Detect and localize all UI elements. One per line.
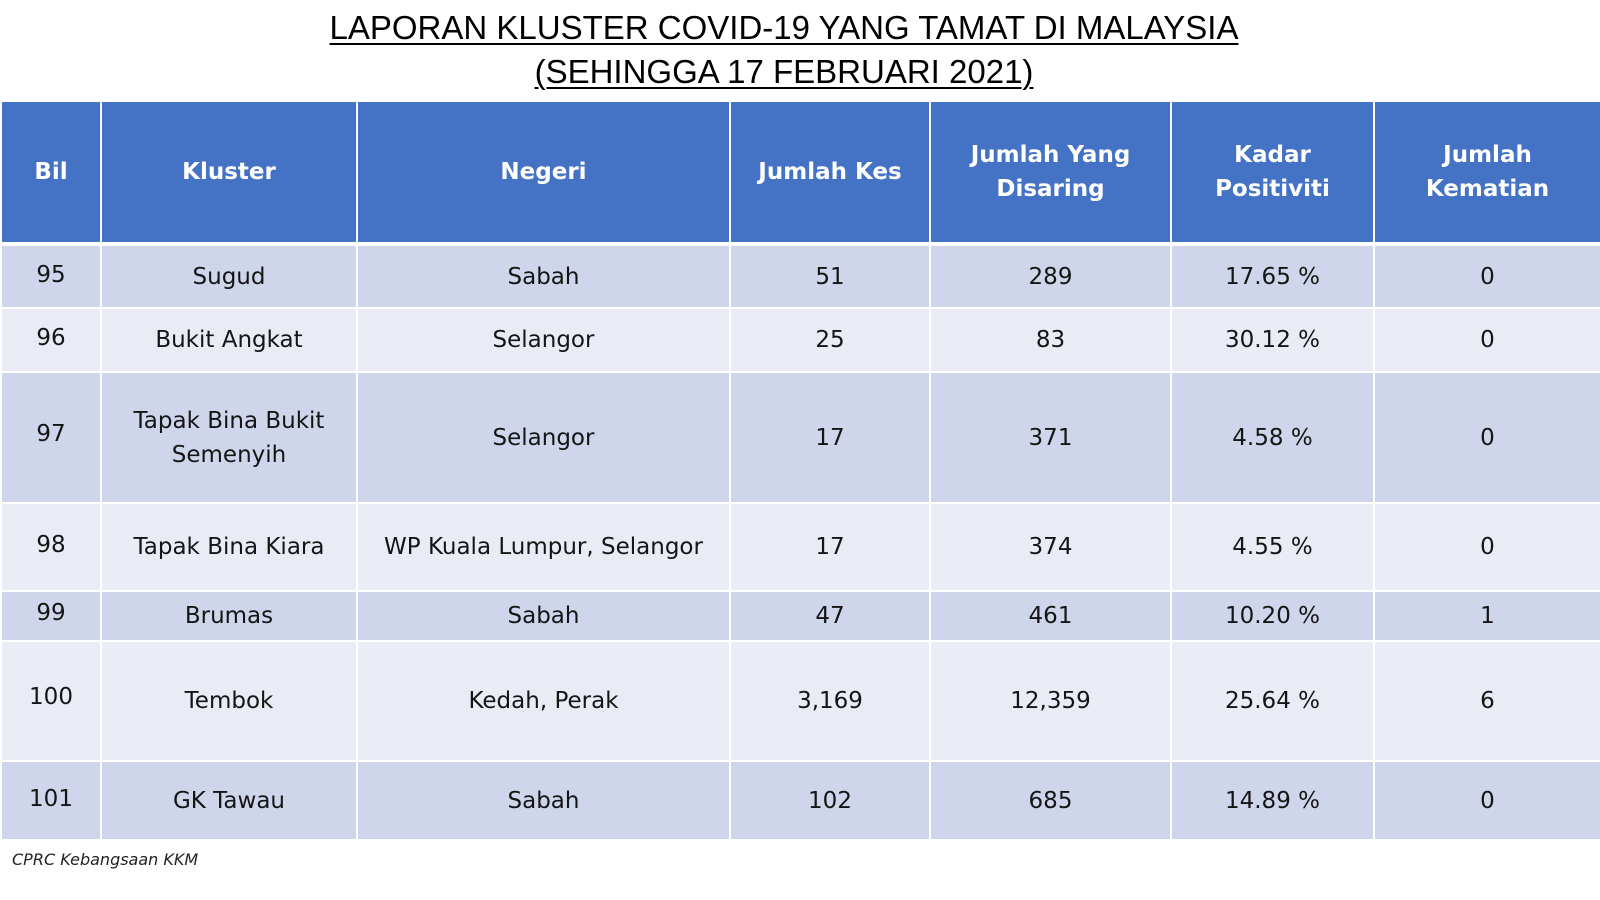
cell-kluster: Brumas: [100, 590, 358, 642]
cluster-report-table: Bil Kluster Negeri Jumlah Kes Jumlah Yan…: [0, 100, 1600, 841]
cell-kluster: Tapak Bina Kiara: [100, 502, 358, 592]
header-jumlah-disaring: Jumlah Yang Disaring: [929, 100, 1172, 245]
table-row: 99 Brumas Sabah 47 461 10.20 % 1: [0, 590, 1600, 642]
cell-bil: 98: [0, 502, 102, 592]
cell-kes: 3,169: [729, 640, 931, 762]
cell-positiviti: 30.12 %: [1170, 307, 1375, 373]
header-kadar-positiviti: Kadar Positiviti: [1170, 100, 1375, 245]
cell-kematian: 6: [1373, 640, 1600, 762]
title-text-2: (SEHINGGA 17 FEBRUARI 2021): [534, 53, 1034, 90]
cell-negeri: WP Kuala Lumpur, Selangor: [356, 502, 731, 592]
cell-bil: 101: [0, 760, 102, 841]
header-jumlah-kematian: Jumlah Kematian: [1373, 100, 1600, 245]
cell-kematian: 0: [1373, 371, 1600, 504]
table-row: 101 GK Tawau Sabah 102 685 14.89 % 0: [0, 760, 1600, 841]
cell-bil: 100: [0, 640, 102, 762]
cell-kematian: 0: [1373, 502, 1600, 592]
cell-kes: 17: [729, 502, 931, 592]
table-row: 95 Sugud Sabah 51 289 17.65 % 0: [0, 243, 1600, 309]
cell-bil: 95: [0, 243, 102, 309]
cell-kes: 51: [729, 243, 931, 309]
cell-bil: 99: [0, 590, 102, 642]
table-row: 97 Tapak Bina Bukit Semenyih Selangor 17…: [0, 371, 1600, 504]
cell-kluster: Tembok: [100, 640, 358, 762]
title-line-1: LAPORAN KLUSTER COVID-19 YANG TAMAT DI M…: [0, 6, 1568, 50]
bil-value: 97: [36, 421, 66, 447]
cell-kluster: Tapak Bina Bukit Semenyih: [100, 371, 358, 504]
cell-kematian: 0: [1373, 307, 1600, 373]
cell-negeri: Sabah: [356, 590, 731, 642]
bil-value: 95: [36, 262, 66, 288]
cell-kluster: Bukit Angkat: [100, 307, 358, 373]
cell-positiviti: 4.58 %: [1170, 371, 1375, 504]
cell-kematian: 0: [1373, 760, 1600, 841]
header-negeri: Negeri: [356, 100, 731, 245]
cell-kluster: GK Tawau: [100, 760, 358, 841]
bil-value: 101: [29, 786, 73, 812]
cell-kluster: Sugud: [100, 243, 358, 309]
table-row: 96 Bukit Angkat Selangor 25 83 30.12 % 0: [0, 307, 1600, 373]
cell-bil: 96: [0, 307, 102, 373]
cell-kes: 102: [729, 760, 931, 841]
cell-positiviti: 14.89 %: [1170, 760, 1375, 841]
bil-value: 99: [36, 600, 66, 626]
cell-disaring: 374: [929, 502, 1172, 592]
cell-bil: 97: [0, 371, 102, 504]
bil-value: 100: [29, 684, 73, 710]
page-title: LAPORAN KLUSTER COVID-19 YANG TAMAT DI M…: [0, 6, 1568, 94]
cell-disaring: 83: [929, 307, 1172, 373]
cell-positiviti: 17.65 %: [1170, 243, 1375, 309]
cell-disaring: 12,359: [929, 640, 1172, 762]
cell-negeri: Selangor: [356, 371, 731, 504]
cell-disaring: 461: [929, 590, 1172, 642]
cell-negeri: Sabah: [356, 243, 731, 309]
cell-disaring: 371: [929, 371, 1172, 504]
cell-disaring: 289: [929, 243, 1172, 309]
table-header-row: Bil Kluster Negeri Jumlah Kes Jumlah Yan…: [0, 100, 1600, 245]
source-note: CPRC Kebangsaan KKM: [12, 850, 199, 869]
cell-negeri: Kedah, Perak: [356, 640, 731, 762]
cell-negeri: Sabah: [356, 760, 731, 841]
cell-kematian: 0: [1373, 243, 1600, 309]
cell-positiviti: 4.55 %: [1170, 502, 1375, 592]
bil-value: 96: [36, 325, 66, 351]
cell-kes: 25: [729, 307, 931, 373]
cell-negeri: Selangor: [356, 307, 731, 373]
cell-kes: 47: [729, 590, 931, 642]
title-line-2: (SEHINGGA 17 FEBRUARI 2021): [0, 50, 1568, 94]
cell-positiviti: 25.64 %: [1170, 640, 1375, 762]
cell-kes: 17: [729, 371, 931, 504]
header-bil: Bil: [0, 100, 102, 245]
cell-positiviti: 10.20 %: [1170, 590, 1375, 642]
header-kluster: Kluster: [100, 100, 358, 245]
header-jumlah-kes: Jumlah Kes: [729, 100, 931, 245]
title-text-1: LAPORAN KLUSTER COVID-19 YANG TAMAT DI M…: [329, 9, 1239, 46]
table-row: 100 Tembok Kedah, Perak 3,169 12,359 25.…: [0, 640, 1600, 762]
table-row: 98 Tapak Bina Kiara WP Kuala Lumpur, Sel…: [0, 502, 1600, 592]
cell-kematian: 1: [1373, 590, 1600, 642]
cell-disaring: 685: [929, 760, 1172, 841]
bil-value: 98: [36, 532, 66, 558]
